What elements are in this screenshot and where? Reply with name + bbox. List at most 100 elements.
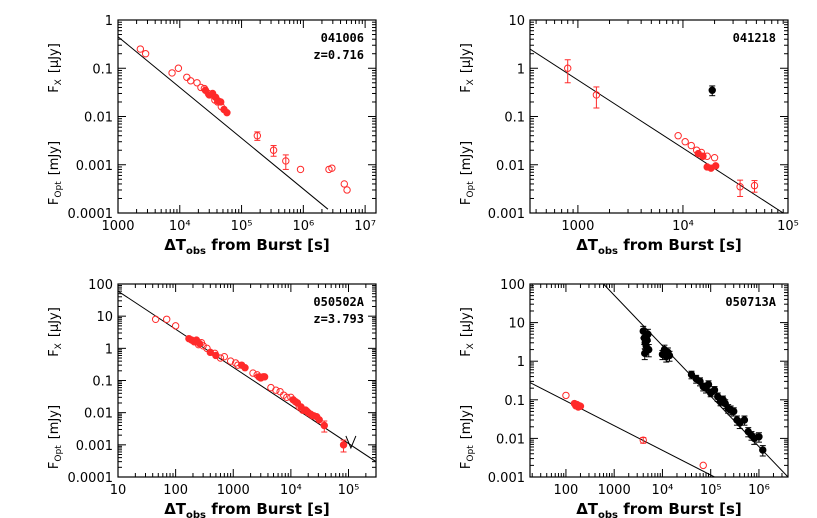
optical-data-point (220, 352, 229, 361)
x-axis-label: ΔTobs from Burst [s] (164, 236, 330, 257)
optical-data-point (562, 391, 570, 400)
xray-data-point (704, 380, 713, 389)
annotation-label: 041218 (733, 31, 776, 45)
optical-data-point (340, 180, 348, 188)
y-label-xray-main: F (459, 349, 474, 356)
y-label-xray-unit: [μJy] (459, 43, 474, 73)
x-tick-label: 1000 (561, 219, 594, 234)
data-layer (118, 36, 351, 210)
panel-041218: 1000 10⁴ 10⁵ 10 1 0.1 0.01 0.001 ΔTobs from Burs… (459, 14, 799, 257)
y-label-opt-unit: [mJy] (459, 141, 474, 175)
xray-data-point (641, 349, 649, 358)
optical-data-point (168, 69, 176, 77)
y-tick-label: 10 (508, 14, 525, 29)
optical-data-point (186, 77, 195, 85)
x-tick-label: 1000 (598, 483, 631, 498)
optical-data-point (343, 186, 351, 194)
annotation-label: 050502A (313, 295, 364, 309)
y-tick-label: 0.1 (92, 375, 113, 390)
y-label-opt-main: F (47, 198, 62, 205)
plot-frame (529, 19, 789, 214)
y-tick-label: 0.0001 (68, 471, 114, 486)
annotation-label: z=3.793 (313, 312, 364, 326)
x-tick-label: 10⁵ (777, 219, 799, 234)
optical-data-point (249, 369, 257, 377)
upper-limit-marker (345, 435, 357, 450)
x-axis-label: ΔTobs from Burst [s] (576, 236, 742, 257)
y-label-xray-sub: X (466, 343, 476, 349)
fit-line (118, 36, 329, 210)
y-label-opt-sub: Opt (466, 445, 476, 462)
x-axis-label-main: ΔT (576, 236, 599, 254)
y-tick-label: 100 (88, 278, 113, 293)
optical-data-point (171, 322, 180, 330)
x-axis-label-rest: from Burst [s] (618, 500, 742, 518)
optical-data-point (674, 132, 682, 140)
y-tick-label: 1 (517, 355, 525, 370)
optical-data-point (687, 141, 695, 150)
y-label-opt-unit: [mJy] (47, 141, 62, 175)
optical-data-point (136, 45, 145, 53)
optical-data-point (576, 402, 585, 410)
optical-data-point (206, 348, 215, 357)
x-tick-label: 10⁷ (354, 219, 376, 234)
x-tick-label: 100 (163, 483, 188, 498)
optical-data-point (699, 461, 707, 470)
y-tick-label: 1 (105, 14, 113, 29)
y-label-xray-main: F (47, 349, 62, 356)
y-label-xray-main: F (459, 85, 474, 92)
optical-data-point (699, 152, 707, 160)
optical-data-point (141, 50, 150, 58)
y-tick-label: 0.1 (504, 111, 525, 126)
x-axis-label-sub: obs (598, 246, 618, 257)
y-label-xray-unit: [μJy] (459, 307, 474, 337)
y-tick-label: 100 (500, 278, 525, 293)
y-tick-label: 0.001 (76, 439, 113, 454)
optical-data-point (193, 79, 201, 87)
y-axis-label-xray: FX [μJy] (459, 307, 476, 357)
y-tick-label: 0.001 (488, 471, 525, 486)
y-tick-label: 0.001 (488, 207, 525, 222)
annotation-label: z=0.716 (313, 48, 364, 62)
y-label-xray-sub: X (466, 79, 476, 85)
x-axis-label: ΔTobs from Burst [s] (164, 500, 330, 518)
optical-data-point (260, 373, 269, 381)
annotation-label: 050713A (725, 295, 776, 309)
optical-data-point (282, 157, 290, 165)
x-axis-label: ΔTobs from Burst [s] (576, 500, 742, 518)
x-tick-label: 10⁶ (292, 219, 314, 234)
x-tick-label: 10⁵ (231, 219, 253, 234)
optical-data-point (736, 183, 744, 191)
x-tick-label: 10⁴ (672, 219, 694, 234)
y-axis-label-xray: FX [μJy] (47, 307, 64, 357)
optical-data-point (283, 393, 291, 402)
data-layer (118, 290, 376, 463)
x-axis-label-rest: from Burst [s] (206, 236, 330, 254)
x-tick-label: 10⁴ (280, 483, 302, 498)
optical-data-point (564, 64, 572, 72)
x-tick-label: 1000 (217, 483, 250, 498)
y-tick-label: 0.001 (76, 159, 113, 174)
fit-line (530, 382, 715, 477)
xray-data-point (687, 370, 696, 379)
optical-data-point (711, 162, 720, 170)
optical-data-point (217, 98, 225, 106)
optical-data-point (296, 165, 305, 174)
x-axis-label-sub: obs (186, 510, 206, 518)
x-tick-label: 1000 (101, 219, 134, 234)
y-label-xray-main: F (47, 85, 62, 92)
optical-data-point (253, 132, 262, 140)
optical-data-point (276, 387, 284, 396)
data-layer (530, 48, 784, 213)
y-tick-label: 0.01 (496, 159, 525, 174)
xray-data-point (642, 332, 651, 340)
optical-data-point (639, 436, 647, 444)
fit-line (118, 290, 376, 463)
fit-line (530, 48, 784, 213)
optical-data-point (681, 138, 689, 146)
optical-data-point (750, 181, 759, 190)
optical-data-point (162, 315, 171, 323)
y-tick-label: 0.01 (496, 432, 525, 447)
xray-data-point (665, 351, 674, 360)
y-label-xray-sub: X (54, 79, 64, 85)
